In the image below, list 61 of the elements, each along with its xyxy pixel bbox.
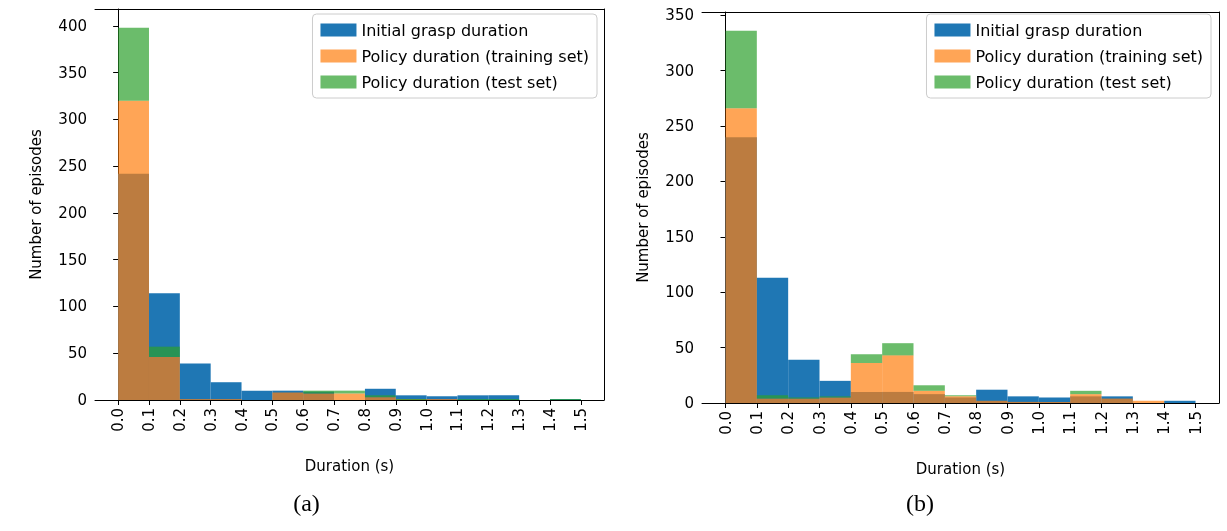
x-tick-label: 0.8: [967, 411, 986, 435]
y-tick-label: 300: [58, 110, 87, 129]
x-tick-label: 0.8: [355, 408, 374, 432]
x-tick-label: 1.0: [417, 408, 436, 432]
y-tick-label: 250: [665, 117, 694, 136]
text: (b): [906, 490, 934, 516]
y-tick-label: 150: [58, 250, 87, 269]
x-tick-label: 0.0: [716, 411, 735, 435]
y-tick-label: 350: [665, 6, 694, 25]
legend-label: Initial grasp duration: [361, 20, 529, 40]
y-tick-label: 100: [58, 297, 87, 316]
y-tick-label: 150: [665, 227, 694, 246]
x-tick-label: 1.3: [510, 408, 529, 432]
x-tick-label: 0.7: [325, 408, 344, 432]
x-tick-label: 1.5: [1186, 411, 1205, 435]
x-tick-label: 0.9: [386, 408, 405, 432]
x-tick-label: 0.2: [779, 411, 798, 435]
x-tick-label: 1.0: [1029, 411, 1048, 435]
y-tick-label: 200: [58, 203, 87, 222]
x-tick-label: 0.2: [170, 408, 189, 432]
x-tick-label: 1.2: [1092, 411, 1111, 435]
x-tick-label: 1.5: [571, 408, 590, 432]
x-tick-label: 0.1: [139, 408, 158, 432]
y-tick-label: 250: [58, 157, 87, 176]
x-tick-label: 1.3: [1123, 411, 1142, 435]
x-axis-title: Duration (s): [304, 456, 395, 475]
x-tick-label: 0.3: [201, 408, 220, 432]
x-tick-label: 0.6: [904, 411, 923, 435]
x-axis-title: Duration (s): [915, 459, 1006, 478]
x-tick-label: 1.4: [1155, 411, 1174, 435]
legend-label: Policy duration (test set): [361, 72, 558, 92]
x-tick-label: 1.1: [1061, 411, 1080, 435]
x-tick-label: 0.7: [935, 411, 954, 435]
legend-label: Policy duration (test set): [975, 72, 1172, 92]
x-tick-label: 0.1: [747, 411, 766, 435]
y-tick-label: 0: [77, 391, 87, 409]
x-tick-label: 0.0: [109, 408, 128, 432]
y-axis-title: Number of episodes: [26, 128, 45, 280]
y-tick-label: 400: [58, 16, 87, 35]
legend-label: Initial grasp duration: [975, 20, 1143, 40]
x-tick-label: 0.5: [873, 411, 892, 435]
y-tick-label: 100: [665, 283, 694, 302]
x-tick-label: 1.2: [479, 408, 498, 432]
x-tick-label: 0.3: [810, 411, 829, 435]
x-tick-label: 1.1: [448, 408, 467, 432]
legend-label: Policy duration (training set): [975, 46, 1203, 66]
y-tick-label: 350: [58, 63, 87, 82]
y-axis-title: Number of episodes: [633, 131, 652, 283]
x-tick-label: 1.4: [541, 408, 560, 432]
x-tick-label: 0.4: [841, 411, 860, 435]
x-tick-label: 0.4: [232, 408, 251, 432]
text: (a): [293, 490, 320, 516]
y-tick-label: 50: [674, 338, 694, 357]
x-tick-label: 0.9: [998, 411, 1017, 435]
y-tick-label: 300: [665, 61, 694, 80]
legend-label: Policy duration (training set): [361, 46, 589, 66]
x-tick-label: 0.6: [294, 408, 313, 432]
x-tick-label: 0.5: [263, 408, 282, 432]
y-tick-label: 50: [67, 344, 87, 363]
y-tick-label: 0: [684, 394, 694, 412]
y-tick-label: 200: [665, 172, 694, 191]
